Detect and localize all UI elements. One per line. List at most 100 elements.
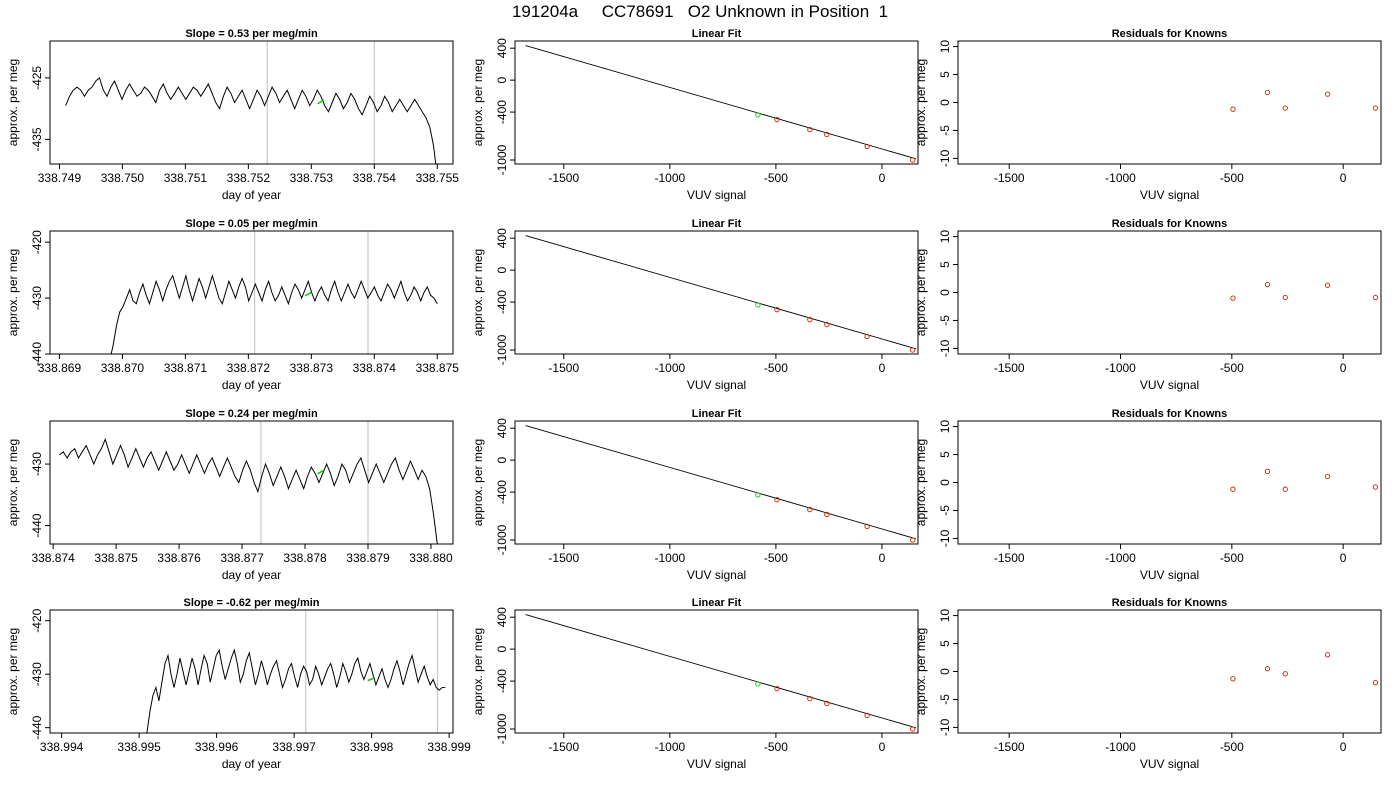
row1-linear-fit-known-point xyxy=(910,157,916,163)
row1-timeseries-xtick-label: 338.750 xyxy=(101,171,145,185)
row1-residuals-xtick-label: 0 xyxy=(1340,171,1347,185)
row1-linear-fit-known-point xyxy=(824,131,830,138)
row4-residuals-residual-point xyxy=(1230,676,1236,682)
row4-timeseries-ytick-label: -440 xyxy=(30,715,44,739)
row3-residuals-ylabel: approx. per meg xyxy=(914,439,928,526)
row3-linear-fit-known-point xyxy=(824,511,830,518)
row4-timeseries-xtick-label: 338.998 xyxy=(350,740,394,754)
row4-timeseries-mean-segment xyxy=(367,677,374,682)
row1-residuals-residual-point xyxy=(1372,105,1379,111)
row2-linear-fit-unknown-point xyxy=(755,302,761,308)
row1-residuals-residual-point xyxy=(1264,89,1271,96)
row1-residuals-ylabel: approx. per meg xyxy=(914,59,928,146)
row4-residuals-ytick-label: -10 xyxy=(938,718,952,736)
row1-timeseries-title: Slope = 0.53 per meg/min xyxy=(185,28,318,40)
row1-residuals-xtick-label: -1000 xyxy=(1105,171,1136,185)
row2-residuals-ytick-label: -10 xyxy=(938,339,952,357)
row2-timeseries-mean-segment xyxy=(304,291,312,297)
row2-timeseries-xtick-label: 338.870 xyxy=(101,361,145,375)
row4-linear-fit-frame xyxy=(514,609,919,734)
row2-residuals-residual-point xyxy=(1282,294,1288,301)
row2-linear-fit-known-point xyxy=(910,347,916,353)
row2-linear-fit-known-point xyxy=(864,333,870,340)
row3-linear-fit-xtick-label: -500 xyxy=(764,551,788,565)
row2-residuals-title: Residuals for Knowns xyxy=(1112,218,1228,230)
row4-linear-fit-xtick-label: -500 xyxy=(764,740,788,754)
row2-timeseries-xlabel: day of year xyxy=(222,378,281,392)
row3-linear-fit-xtick-label: -1500 xyxy=(548,551,579,565)
row4-timeseries-ytick-label: -430 xyxy=(30,662,44,686)
row2-residuals-ytick-label: 10 xyxy=(938,230,952,244)
row1-timeseries-ytick-label: -425 xyxy=(30,66,44,90)
row2-residuals-frame xyxy=(957,230,1382,355)
row4-linear-fit-known-point xyxy=(864,712,870,719)
row1-linear-fit-ylabel: approx. per meg xyxy=(471,59,485,146)
row4-timeseries-xtick-label: 338.997 xyxy=(272,740,316,754)
row1-linear-fit-xtick-label: -500 xyxy=(764,171,788,185)
row4-timeseries-xlabel: day of year xyxy=(222,757,281,771)
row3-linear-fit-xlabel: VUV signal xyxy=(687,568,746,582)
row2-timeseries-xtick-label: 338.869 xyxy=(38,361,82,375)
row2-linear-fit-known-point xyxy=(774,307,780,313)
row1-residuals-xtick-label: -500 xyxy=(1220,171,1244,185)
row3-linear-fit-ytick-label: -400 xyxy=(495,480,509,504)
row1-linear-fit-known-point xyxy=(774,117,780,123)
row3-timeseries-xtick-label: 338.877 xyxy=(220,551,264,565)
row3-residuals-title: Residuals for Knowns xyxy=(1112,408,1228,420)
row4-linear-fit-xtick-label: 0 xyxy=(879,740,886,754)
row3-linear-fit-known-point xyxy=(910,537,916,543)
row3-residuals-xtick-label: -1500 xyxy=(994,551,1025,565)
row1-linear-fit-xlabel: VUV signal xyxy=(687,188,746,202)
row3-residuals-xlabel: VUV signal xyxy=(1140,568,1199,582)
row2-linear-fit-title: Linear Fit xyxy=(692,218,742,230)
row1-residuals-xlabel: VUV signal xyxy=(1140,188,1199,202)
row1-linear-fit-known-point xyxy=(807,126,813,133)
row2-linear-fit-xtick-label: -500 xyxy=(764,361,788,375)
row3-residuals-residual-point xyxy=(1264,468,1271,474)
row3-linear-fit-ytick-label: -1000 xyxy=(495,524,509,555)
row1-residuals-ytick-label: 0 xyxy=(938,99,952,106)
row1-residuals-ytick-label: -10 xyxy=(938,149,952,167)
row1-linear-fit-xtick-label: -1500 xyxy=(548,171,579,185)
row3-linear-fit-xtick-label: -1000 xyxy=(654,551,685,565)
row1-timeseries-xtick-label: 338.754 xyxy=(353,171,397,185)
row4-linear-fit-title: Linear Fit xyxy=(692,597,742,609)
row4-linear-fit-ytick-label: -400 xyxy=(495,669,509,693)
row1-residuals-residual-point xyxy=(1324,91,1331,97)
row2-residuals-residual-point xyxy=(1324,282,1331,288)
row4-residuals-ytick-label: 10 xyxy=(938,609,952,623)
row4-linear-fit-xtick-label: -1500 xyxy=(548,740,579,754)
row4-residuals-residual-point xyxy=(1282,671,1288,677)
row1-linear-fit-ytick-label: 400 xyxy=(495,38,509,58)
row2-timeseries-xtick-label: 338.873 xyxy=(290,361,334,375)
row3-timeseries-ylabel: approx. per meg xyxy=(6,439,20,526)
row4-residuals-title: Residuals for Knowns xyxy=(1112,597,1228,609)
row4-residuals-residual-point xyxy=(1264,666,1271,672)
row3-residuals-xtick-label: -500 xyxy=(1220,551,1244,565)
row3-residuals-xtick-label: 0 xyxy=(1340,551,1347,565)
row1-linear-fit-xtick-label: -1000 xyxy=(654,171,685,185)
row4-linear-fit-unknown-point xyxy=(755,681,761,687)
row2-residuals-ytick-label: 0 xyxy=(938,289,952,296)
row2-timeseries-ytick-label: -430 xyxy=(30,286,44,310)
row1-timeseries-frame xyxy=(49,40,454,165)
row2-linear-fit-xlabel: VUV signal xyxy=(687,378,746,392)
row2-residuals-xtick-label: -1000 xyxy=(1105,361,1136,375)
row3-timeseries-frame xyxy=(49,420,454,545)
row1-timeseries-ytick-label: -435 xyxy=(30,127,44,151)
row3-residuals-xtick-label: -1000 xyxy=(1105,551,1136,565)
row4-residuals-xtick-label: 0 xyxy=(1340,740,1347,754)
row3-linear-fit-unknown-point xyxy=(755,492,761,498)
row3-timeseries-mean-segment xyxy=(317,469,325,475)
row2-linear-fit-known-point xyxy=(807,316,813,323)
row4-residuals-ytick-label: 5 xyxy=(938,640,952,647)
row4-residuals-ylabel: approx. per meg xyxy=(914,628,928,715)
row2-linear-fit-ytick-label: 400 xyxy=(495,228,509,248)
row1-timeseries-xlabel: day of year xyxy=(222,188,281,202)
row1-linear-fit-fit-line xyxy=(525,45,917,160)
row4-linear-fit-ytick-label: 0 xyxy=(495,645,509,652)
row1-linear-fit-unknown-point xyxy=(755,112,761,118)
row4-residuals-residual-point xyxy=(1324,652,1331,658)
row3-residuals-residual-point xyxy=(1282,486,1288,492)
row2-residuals-residual-point xyxy=(1264,282,1271,288)
